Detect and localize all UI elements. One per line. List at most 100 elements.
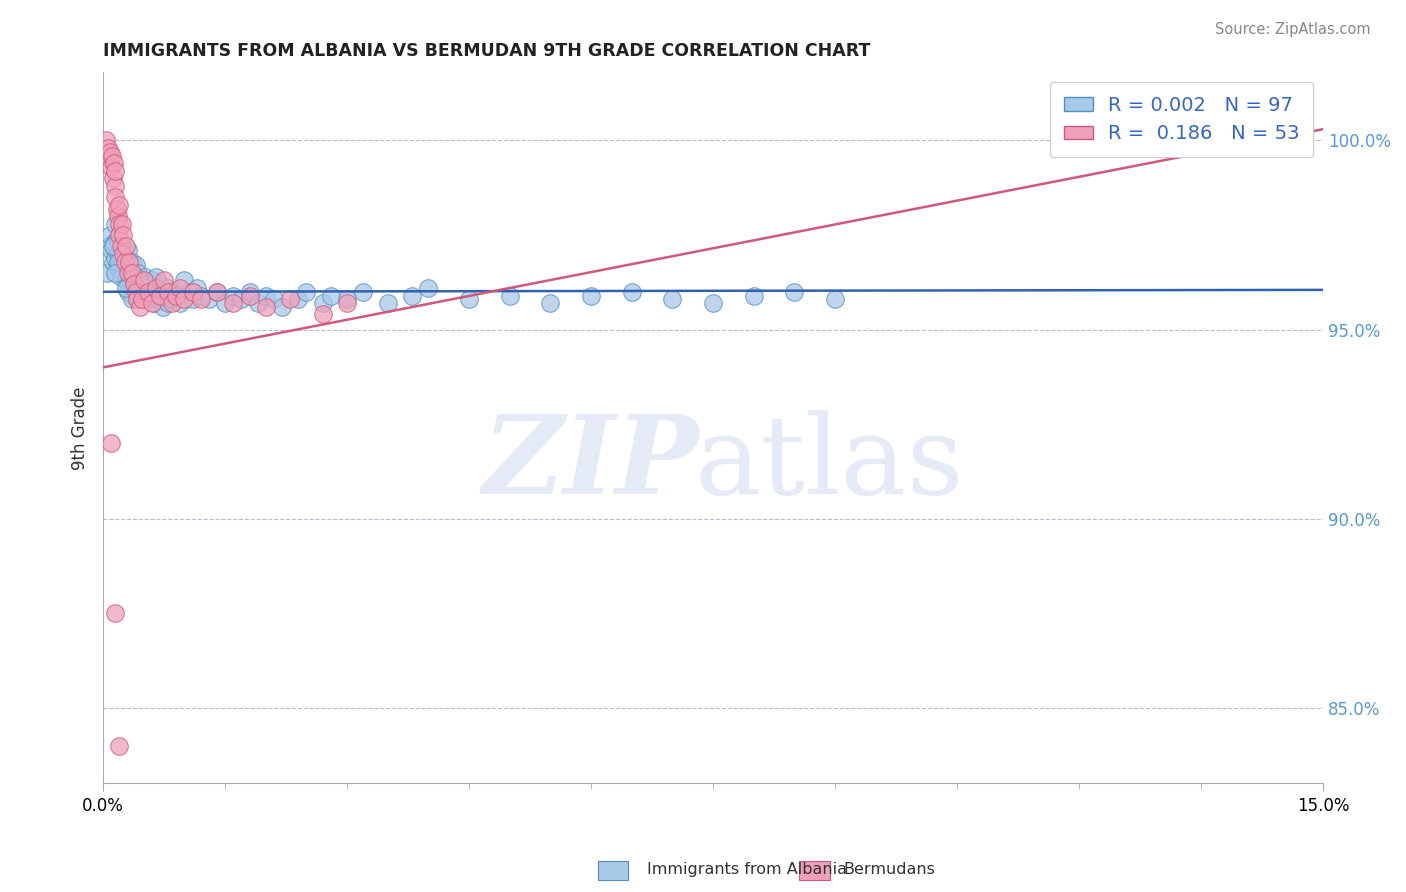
Point bbox=[118, 277, 141, 292]
Point bbox=[141, 273, 163, 287]
Point bbox=[254, 288, 277, 302]
Point bbox=[104, 163, 127, 178]
Point bbox=[107, 258, 129, 272]
Point bbox=[145, 281, 167, 295]
Text: Bermudans: Bermudans bbox=[844, 863, 935, 877]
Point bbox=[141, 296, 163, 310]
Point bbox=[246, 296, 269, 310]
Point bbox=[124, 285, 146, 299]
Point bbox=[117, 243, 139, 257]
Point bbox=[105, 202, 128, 216]
Point bbox=[110, 269, 132, 284]
Point bbox=[540, 296, 562, 310]
Point bbox=[132, 288, 155, 302]
Legend: R = 0.002   N = 97, R =  0.186   N = 53: R = 0.002 N = 97, R = 0.186 N = 53 bbox=[1050, 82, 1313, 157]
Point bbox=[499, 288, 522, 302]
Point bbox=[108, 243, 131, 257]
Point bbox=[181, 285, 204, 299]
Point bbox=[254, 300, 277, 314]
Point bbox=[155, 281, 177, 295]
Point bbox=[238, 285, 260, 299]
Point bbox=[312, 296, 335, 310]
Point bbox=[118, 254, 141, 268]
Point bbox=[114, 251, 136, 265]
Point bbox=[162, 296, 184, 310]
Point bbox=[112, 227, 135, 242]
Point bbox=[136, 285, 159, 299]
Point bbox=[111, 217, 134, 231]
Point bbox=[107, 217, 129, 231]
Point bbox=[136, 277, 159, 292]
Point bbox=[115, 273, 138, 287]
Point bbox=[742, 288, 765, 302]
Point bbox=[169, 281, 191, 295]
Point bbox=[214, 296, 236, 310]
Point bbox=[263, 293, 285, 307]
Point bbox=[136, 281, 159, 295]
Y-axis label: 9th Grade: 9th Grade bbox=[72, 386, 89, 469]
Point bbox=[101, 171, 124, 186]
Point bbox=[112, 239, 135, 253]
Point bbox=[110, 247, 132, 261]
Point bbox=[148, 293, 170, 307]
Point bbox=[169, 296, 191, 310]
Point bbox=[173, 293, 195, 307]
Point bbox=[104, 251, 127, 265]
Point bbox=[702, 296, 724, 310]
Point bbox=[96, 266, 118, 280]
Point bbox=[112, 247, 135, 261]
Text: atlas: atlas bbox=[695, 410, 965, 517]
Point bbox=[159, 285, 181, 299]
Point bbox=[132, 288, 155, 302]
Point bbox=[121, 254, 143, 268]
Point bbox=[111, 254, 134, 268]
Point bbox=[377, 296, 399, 310]
Point bbox=[153, 273, 176, 287]
Point bbox=[312, 308, 335, 322]
Point bbox=[124, 293, 146, 307]
Point bbox=[105, 232, 128, 246]
Point bbox=[173, 273, 195, 287]
Point bbox=[418, 281, 440, 295]
Point bbox=[190, 288, 212, 302]
Point bbox=[128, 300, 150, 314]
Point bbox=[205, 285, 228, 299]
Point bbox=[101, 254, 124, 268]
Point bbox=[118, 266, 141, 280]
Point bbox=[100, 145, 122, 159]
Point bbox=[107, 254, 129, 268]
Point bbox=[181, 293, 204, 307]
Point bbox=[114, 254, 136, 268]
Point bbox=[165, 288, 187, 302]
Point bbox=[177, 285, 200, 299]
Point bbox=[295, 285, 318, 299]
Point bbox=[121, 266, 143, 280]
Point bbox=[278, 293, 301, 307]
Point bbox=[198, 293, 221, 307]
Point bbox=[122, 269, 145, 284]
Point bbox=[121, 281, 143, 295]
Point bbox=[162, 293, 184, 307]
Point bbox=[287, 293, 309, 307]
Point bbox=[157, 296, 180, 310]
Point bbox=[117, 285, 139, 299]
Point bbox=[101, 239, 124, 253]
Point bbox=[458, 293, 481, 307]
Point bbox=[124, 258, 146, 272]
Point bbox=[103, 178, 125, 193]
Point bbox=[98, 153, 121, 167]
Point bbox=[107, 209, 129, 223]
Point bbox=[783, 285, 806, 299]
Point bbox=[149, 277, 172, 292]
Point bbox=[110, 247, 132, 261]
Point bbox=[231, 293, 253, 307]
Point bbox=[100, 436, 122, 450]
Text: IMMIGRANTS FROM ALBANIA VS BERMUDAN 9TH GRADE CORRELATION CHART: IMMIGRANTS FROM ALBANIA VS BERMUDAN 9TH … bbox=[103, 42, 870, 60]
Point bbox=[205, 285, 228, 299]
Point bbox=[149, 288, 172, 302]
Point bbox=[165, 288, 187, 302]
Point bbox=[401, 288, 423, 302]
Point bbox=[131, 273, 153, 287]
Point bbox=[336, 293, 359, 307]
Point bbox=[579, 288, 602, 302]
